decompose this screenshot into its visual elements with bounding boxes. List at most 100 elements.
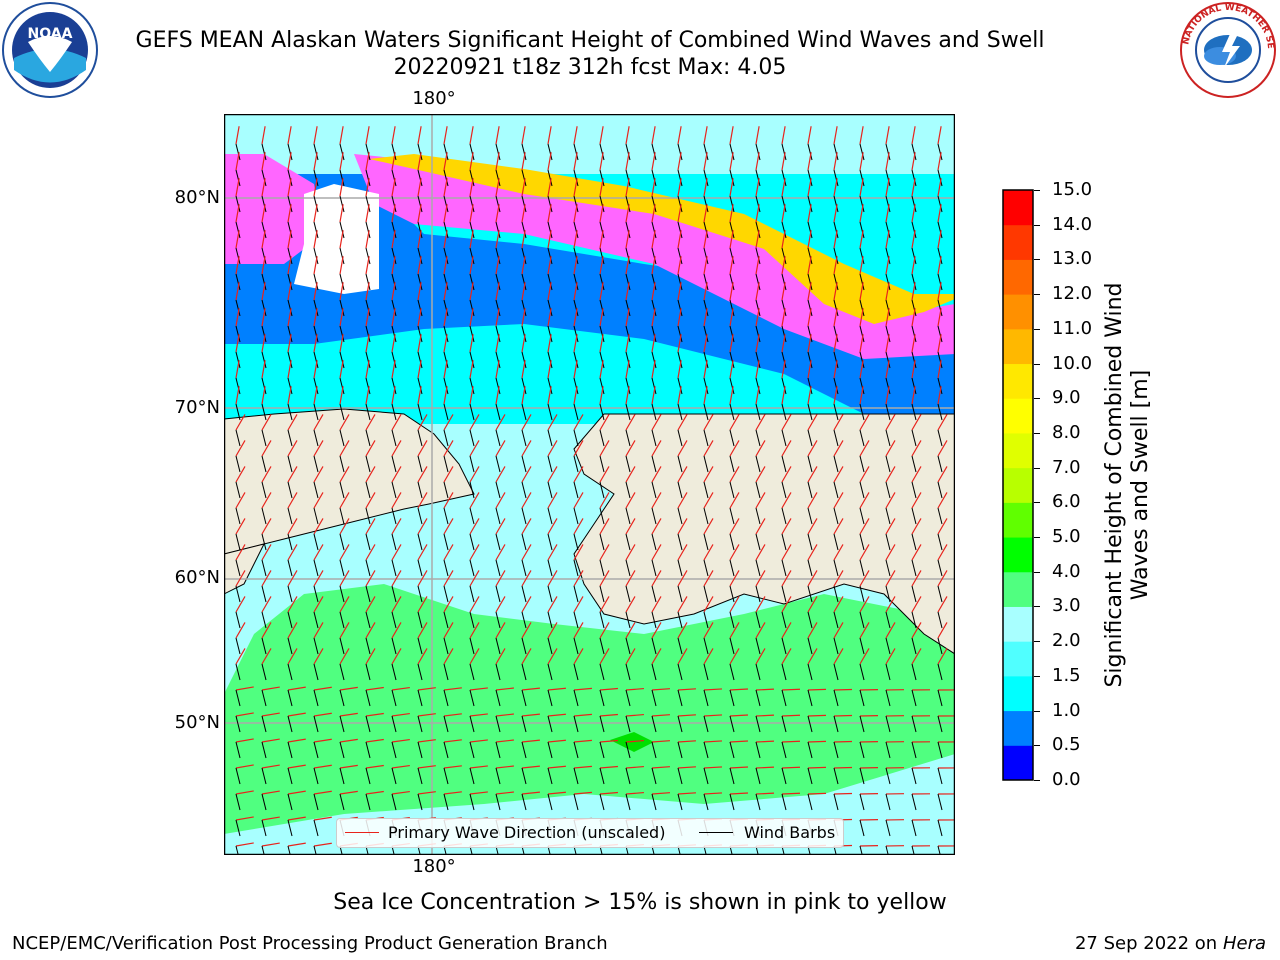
wave-direction-arrow [937,334,942,353]
wave-direction-arrow [365,596,376,613]
colorbar-cell [1003,675,1033,712]
wind-barb [833,403,839,421]
wind-barb [235,793,241,811]
wind-barb [495,637,501,655]
wave-direction-arrow [599,713,618,717]
wave-direction-arrow [391,256,396,275]
wave-direction-arrow [911,256,916,275]
wave-direction-arrow [287,230,292,249]
wind-barb [807,299,813,317]
wind-barb [599,637,605,655]
wave-direction-arrow [677,360,682,379]
wave-direction-arrow [729,334,734,353]
colorbar-tick-label: 4.0 [1052,560,1081,582]
wind-barb [859,741,865,759]
wind-barb [313,299,319,317]
wave-direction-legend-label: Primary Wave Direction (unscaled) [388,823,666,842]
wave-direction-arrow [625,466,636,483]
wave-direction-arrow [703,518,714,535]
wave-direction-arrow [261,308,266,327]
wave-direction-arrow [833,466,844,483]
wind-barb [521,481,527,499]
wind-barb [781,767,787,785]
wave-direction-arrow [807,596,818,613]
wind-barb [651,429,657,447]
wind-barb [365,663,371,681]
wave-direction-arrow [417,204,422,223]
wind-barb [391,663,397,681]
wave-direction-arrow [677,230,682,249]
wave-direction-arrow [781,230,786,249]
wave-direction-arrow [443,256,448,275]
wind-barb [937,533,943,551]
lon-label-top: 180° [412,88,456,109]
wind-barb [937,195,943,213]
wind-barb [365,793,371,811]
wave-direction-arrow [885,152,890,171]
wind-barb [833,793,839,811]
colorbar-cell [1003,328,1033,365]
wind-barb [495,507,501,525]
wave-direction-arrow [833,360,838,379]
wind-barb [547,143,553,161]
wind-barb [339,273,345,291]
wave-direction-arrow [937,544,948,561]
wave-direction-arrow [677,466,688,483]
wave-direction-arrow [469,596,480,613]
wind-barb [729,455,735,473]
wave-direction-arrow [651,440,662,457]
wave-direction-arrow [911,178,916,197]
wave-direction-arrow [521,414,532,431]
wave-direction-arrow [573,360,578,379]
wind-barb [625,585,631,603]
wind-barb [495,793,501,811]
wind-barb [677,559,683,577]
wave-direction-arrow [677,334,682,353]
wind-barb [365,455,371,473]
wind-barb [469,741,475,759]
wave-direction-arrow [495,126,500,145]
wind-barb [339,533,345,551]
wave-direction-arrow [391,126,396,145]
wind-barb [235,325,241,343]
wind-barb [443,169,449,187]
wave-direction-arrow [443,570,454,587]
wave-direction-arrow [885,126,890,145]
wave-direction-arrow [781,256,786,275]
wind-barb [651,377,657,395]
wind-barb [313,143,319,161]
wave-direction-arrow [521,648,532,665]
wind-barb [807,195,813,213]
wind-barb [443,767,449,785]
wind-barb [417,377,423,395]
wind-barb [625,611,631,629]
wave-direction-arrow [703,622,714,639]
wave-direction-arrow [599,126,604,145]
wind-barb [599,195,605,213]
wave-direction-arrow [313,386,318,405]
wave-direction-arrow [599,687,618,691]
wind-barb [729,533,735,551]
wind-barb [339,559,345,577]
wind-barb [339,325,345,343]
wave-direction-arrow [651,544,662,561]
wind-barb [885,429,891,447]
wave-direction-arrow [937,256,942,275]
wave-direction-arrow [573,204,578,223]
wind-barb [365,767,371,785]
wind-barb [937,637,943,655]
wind-barb [495,169,501,187]
wind-barb [443,429,449,447]
wind-barb [287,481,293,499]
wave-direction-arrow [573,126,578,145]
wind-barb [703,247,709,265]
wind-barb [417,585,423,603]
wave-direction-arrow [703,740,723,743]
wave-direction-arrow [443,791,462,795]
wave-direction-arrow [313,712,332,717]
wind-barb [313,663,319,681]
wind-barb [885,741,891,759]
wind-barb [391,403,397,421]
wave-direction-arrow [495,570,506,587]
wind-barb [859,533,865,551]
